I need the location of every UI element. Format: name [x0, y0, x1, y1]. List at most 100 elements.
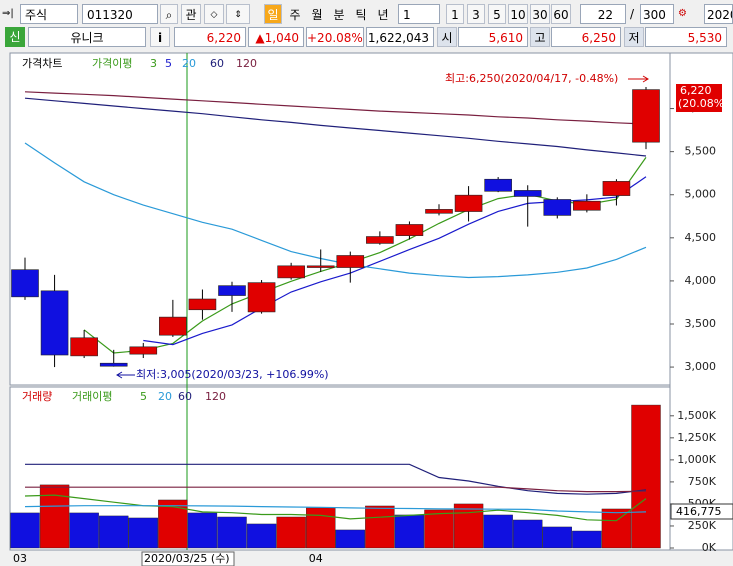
- ma-line: [24, 91, 647, 125]
- minute-button[interactable]: 60: [551, 4, 571, 24]
- date-input[interactable]: 2020/: [704, 4, 733, 24]
- volume-bar: [69, 512, 99, 549]
- x-tick-label: 03: [13, 552, 27, 565]
- market-select[interactable]: 주식: [20, 4, 78, 24]
- candle-body: [602, 181, 631, 196]
- low-arrow: [116, 371, 123, 379]
- ma-line: [24, 142, 647, 279]
- menu-icon[interactable]: ⇒|: [2, 8, 14, 19]
- volume-bar: [424, 509, 454, 549]
- candle-body: [454, 194, 483, 212]
- spin-button[interactable]: ⇕: [226, 4, 250, 24]
- price-pane: [9, 52, 671, 386]
- candle-body: [632, 89, 660, 143]
- candle-body: [99, 362, 128, 367]
- legend-ma-title: 가격이평: [92, 57, 132, 70]
- last-rate: (20.08%): [678, 97, 729, 110]
- volume-bar: [246, 523, 277, 549]
- volume-bar: [513, 519, 543, 549]
- legend-entry: 5: [165, 57, 172, 70]
- y-tick-label: 750K: [688, 475, 717, 488]
- total-input[interactable]: 300: [640, 4, 674, 24]
- period-button[interactable]: 틱: [355, 8, 367, 22]
- period-button[interactable]: 일: [264, 4, 282, 24]
- volume-bar: [187, 512, 218, 549]
- legend-title: 거래량: [22, 390, 52, 403]
- candle-body: [129, 346, 158, 355]
- high-label: 고: [530, 27, 550, 47]
- legend-entry: 3: [150, 57, 157, 70]
- badge: 신: [5, 27, 25, 47]
- volume-bar: [128, 517, 158, 549]
- volume-bar: [365, 505, 395, 549]
- prev-button[interactable]: ◇: [204, 4, 224, 24]
- settings-icon[interactable]: ⚙: [678, 8, 687, 19]
- candle-body: [573, 200, 601, 211]
- period-button[interactable]: 월: [311, 8, 323, 22]
- minute-button[interactable]: 5: [488, 4, 506, 24]
- y-tick-label: 5,000: [685, 188, 717, 201]
- last-volume-label: 416,775: [676, 505, 722, 518]
- minute-button[interactable]: 1: [446, 4, 464, 24]
- ma-line: [24, 494, 647, 522]
- volume-bar: [306, 507, 336, 549]
- volume-bar: [601, 508, 632, 549]
- y-axis-area: [669, 52, 733, 551]
- period-button[interactable]: 분: [333, 8, 345, 22]
- rate: +20.08%: [306, 27, 364, 47]
- volume-bar: [572, 530, 602, 549]
- period-button[interactable]: 년: [377, 8, 389, 22]
- volume-bar: [39, 484, 70, 549]
- y-tick-label: 3,000: [685, 360, 717, 373]
- legend-title: 가격차트: [22, 57, 62, 70]
- ma-line: [24, 97, 647, 157]
- change: ▲1,040: [248, 27, 304, 47]
- minute-button[interactable]: 3: [467, 4, 485, 24]
- code-input[interactable]: 011320: [82, 4, 158, 24]
- candle-body: [247, 282, 276, 313]
- ma-line: [25, 486, 647, 493]
- open: 5,610: [458, 27, 528, 47]
- y-tick-label: 0K: [702, 541, 717, 554]
- y-tick-label: 3,500: [685, 317, 717, 330]
- legend-entry: 120: [205, 390, 226, 403]
- low-annotation: 최저:3,005(2020/03/23, +106.99%): [136, 368, 329, 381]
- period-button[interactable]: 주: [289, 8, 301, 22]
- candle-body: [425, 209, 453, 214]
- minute-button[interactable]: 30: [530, 4, 550, 24]
- watch-button[interactable]: 관: [181, 4, 201, 24]
- candle-body: [188, 298, 217, 311]
- info-button[interactable]: i: [150, 27, 170, 47]
- candle-body: [40, 290, 69, 356]
- minute-button[interactable]: 10: [508, 4, 528, 24]
- ma-line: [25, 463, 647, 495]
- interval-select[interactable]: 1: [398, 4, 440, 24]
- cursor-box: [141, 551, 235, 566]
- candle-body: [543, 199, 572, 216]
- volume-bar: [394, 514, 425, 549]
- stock-name: 유니크: [28, 27, 146, 47]
- high: 6,250: [551, 27, 621, 47]
- legend-entry: 60: [178, 390, 192, 403]
- volume-bar: [542, 526, 572, 549]
- ma-line: [24, 505, 647, 514]
- search-button[interactable]: ⌕: [160, 4, 178, 24]
- volume-bar: [217, 516, 247, 549]
- separator: /: [630, 7, 635, 21]
- candle-body: [277, 265, 305, 279]
- volume-bar: [631, 404, 661, 549]
- candle-body: [395, 224, 424, 236]
- volume-bar: [335, 529, 365, 549]
- legend-entry: 5: [140, 390, 147, 403]
- legend-entry: 60: [210, 57, 224, 70]
- y-tick-label: 1,500K: [677, 409, 716, 422]
- y-tick-label: 4,000: [685, 274, 717, 287]
- legend-entry: 20: [158, 390, 172, 403]
- low-label: 저: [624, 27, 644, 47]
- count-input[interactable]: 22: [580, 4, 626, 24]
- legend-ma-title: 거래이평: [72, 390, 112, 403]
- volume-bar: [10, 512, 40, 549]
- high-annotation: 최고:6,250(2020/04/17, -0.48%): [445, 72, 618, 85]
- y-tick-label: 1,250K: [677, 431, 716, 444]
